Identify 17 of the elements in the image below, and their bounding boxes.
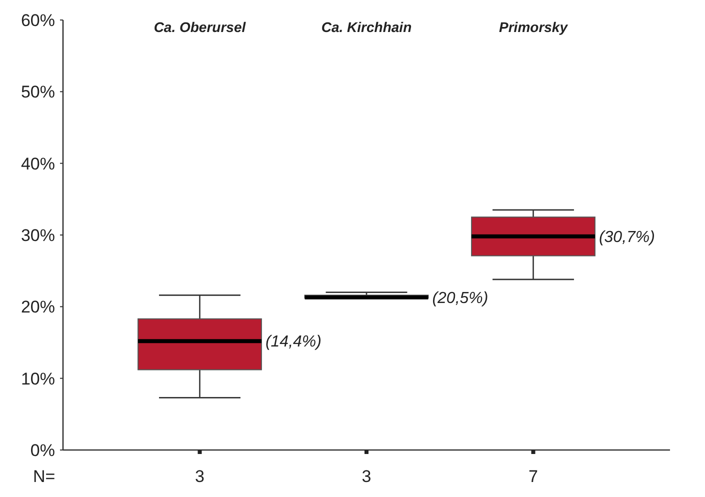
text: 3 bbox=[195, 466, 204, 486]
x-tick-label: Primorsky bbox=[499, 19, 569, 35]
annotation: (20,5%) bbox=[432, 290, 488, 307]
y-tick-label: 10% bbox=[20, 369, 55, 388]
x-tick-label: Ca. Oberursel bbox=[154, 19, 247, 35]
text: 7 bbox=[528, 466, 538, 486]
y-tick-label: 0% bbox=[30, 440, 55, 460]
text: N= bbox=[33, 466, 56, 486]
x-tick-label: Ca. Kirchhain bbox=[321, 19, 412, 35]
y-tick-label: 40% bbox=[20, 154, 55, 174]
y-tick-label: 50% bbox=[20, 82, 55, 102]
y-tick-label: 30% bbox=[20, 226, 55, 245]
y-tick-label: 20% bbox=[20, 298, 55, 317]
annotation: (30,7%) bbox=[598, 229, 655, 246]
text: 3 bbox=[362, 466, 372, 486]
y-tick-label: 60% bbox=[20, 10, 55, 30]
annotation: (14,4%) bbox=[265, 334, 322, 351]
